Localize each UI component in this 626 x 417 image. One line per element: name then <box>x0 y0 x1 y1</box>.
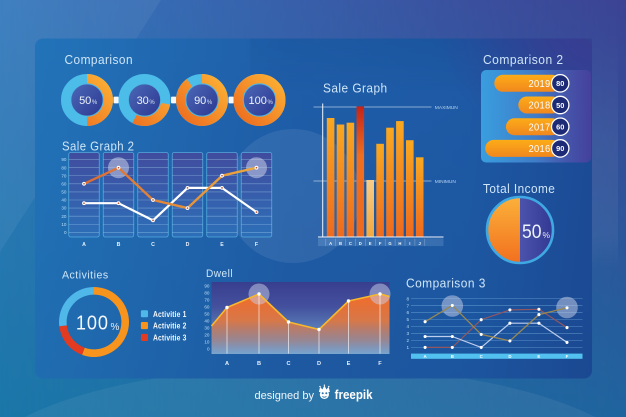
svg-text:C: C <box>151 242 155 248</box>
svg-text:F: F <box>379 241 382 246</box>
svg-text:E: E <box>220 242 224 248</box>
svg-text:20: 20 <box>204 333 210 338</box>
svg-text:1: 1 <box>406 345 409 350</box>
svg-text:50: 50 <box>522 221 542 243</box>
svg-text:6: 6 <box>406 310 409 315</box>
svg-text:F: F <box>378 361 382 367</box>
svg-text:0: 0 <box>64 230 67 235</box>
svg-text:MAXIMUN: MAXIMUN <box>435 105 458 110</box>
svg-text:D: D <box>317 361 321 367</box>
svg-text:Comparison 2: Comparison 2 <box>483 52 564 67</box>
svg-text:D: D <box>508 354 511 359</box>
svg-text:8: 8 <box>406 296 409 301</box>
svg-text:Activities: Activities <box>62 270 109 282</box>
svg-text:30: 30 <box>61 206 67 211</box>
svg-text:90: 90 <box>61 157 67 162</box>
svg-text:A: A <box>82 242 86 248</box>
svg-text:40: 40 <box>61 198 67 203</box>
svg-text:80: 80 <box>556 79 564 88</box>
svg-text:J: J <box>419 241 422 246</box>
svg-text:MINIMUN: MINIMUN <box>435 179 456 184</box>
svg-text:%: % <box>92 100 98 106</box>
svg-text:G: G <box>388 241 391 246</box>
svg-text:B: B <box>117 242 121 248</box>
svg-text:C: C <box>349 241 352 246</box>
svg-text:A: A <box>225 361 229 367</box>
svg-text:A: A <box>424 354 428 359</box>
svg-text:60: 60 <box>204 305 210 310</box>
svg-text:2: 2 <box>406 338 409 343</box>
svg-text:Activitie 2: Activitie 2 <box>153 321 187 331</box>
svg-text:A: A <box>329 241 332 246</box>
svg-text:B: B <box>257 361 261 367</box>
svg-text:80: 80 <box>61 165 67 170</box>
svg-text:%: % <box>543 230 551 240</box>
svg-text:90: 90 <box>194 95 206 107</box>
svg-text:20: 20 <box>61 214 67 219</box>
svg-text:5: 5 <box>406 317 409 322</box>
svg-text:Dwell: Dwell <box>206 268 233 280</box>
svg-text:10: 10 <box>204 340 210 345</box>
svg-text:60: 60 <box>61 181 67 186</box>
svg-text:40: 40 <box>204 319 210 324</box>
svg-text:D: D <box>359 241 362 246</box>
svg-text:F: F <box>566 354 569 359</box>
svg-text:designed by: designed by <box>255 390 315 402</box>
svg-text:Total Income: Total Income <box>483 181 555 196</box>
svg-text:D: D <box>186 242 190 248</box>
svg-text:Activitie 1: Activitie 1 <box>153 309 187 319</box>
svg-text:60: 60 <box>556 123 564 132</box>
svg-text:%: % <box>149 100 155 106</box>
svg-text:C: C <box>286 361 290 367</box>
svg-text:50: 50 <box>61 190 67 195</box>
svg-text:30: 30 <box>137 95 149 107</box>
svg-text:%: % <box>207 100 213 106</box>
svg-text:C: C <box>480 354 484 359</box>
svg-text:Sale Graph: Sale Graph <box>323 81 388 96</box>
svg-text:F: F <box>255 242 258 248</box>
svg-text:90: 90 <box>204 284 210 289</box>
svg-text:E: E <box>369 241 372 246</box>
svg-text:%: % <box>267 100 273 106</box>
svg-text:2018: 2018 <box>529 101 551 112</box>
svg-text:I: I <box>409 241 410 246</box>
svg-text:Sale Graph 2: Sale Graph 2 <box>62 139 134 154</box>
svg-text:%: % <box>111 322 120 333</box>
svg-text:2019: 2019 <box>529 79 551 90</box>
svg-text:Comparison 3: Comparison 3 <box>406 276 486 291</box>
svg-text:2016: 2016 <box>529 144 551 155</box>
svg-text:7: 7 <box>406 303 409 308</box>
svg-text:50: 50 <box>79 95 91 107</box>
svg-text:3: 3 <box>406 331 409 336</box>
svg-text:2017: 2017 <box>529 122 551 133</box>
svg-text:50: 50 <box>556 101 564 110</box>
svg-text:B: B <box>451 354 454 359</box>
svg-text:90: 90 <box>556 144 564 153</box>
svg-text:100: 100 <box>249 95 267 107</box>
svg-text:Comparison: Comparison <box>65 52 134 67</box>
svg-text:B: B <box>339 241 342 246</box>
svg-text:70: 70 <box>204 298 210 303</box>
svg-text:H: H <box>398 241 401 246</box>
svg-text:80: 80 <box>204 291 210 296</box>
svg-text:0: 0 <box>207 347 210 352</box>
svg-text:10: 10 <box>61 222 67 227</box>
svg-text:Activitie 3: Activitie 3 <box>153 333 187 343</box>
svg-text:E: E <box>347 361 351 367</box>
svg-text:E: E <box>537 354 540 359</box>
svg-text:100: 100 <box>76 312 109 334</box>
svg-text:freepik: freepik <box>335 388 373 402</box>
svg-text:4: 4 <box>406 324 409 329</box>
svg-text:70: 70 <box>61 173 67 178</box>
svg-text:50: 50 <box>204 312 210 317</box>
svg-text:30: 30 <box>204 326 210 331</box>
